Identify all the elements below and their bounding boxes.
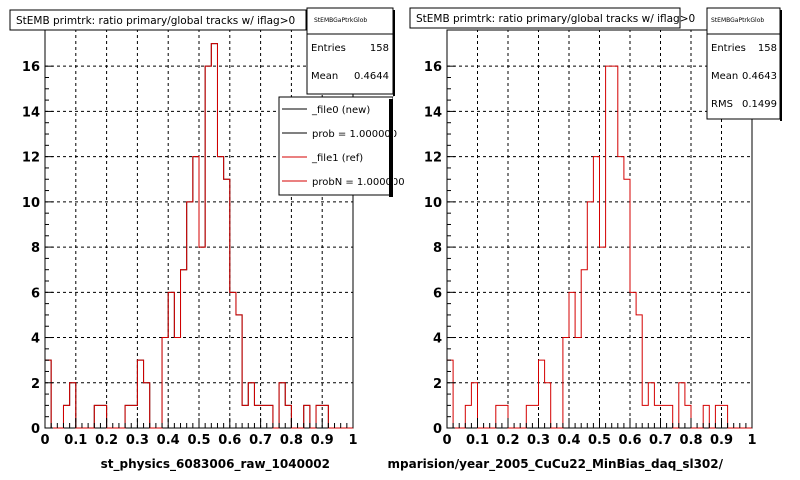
right-y-tick-label: 0	[433, 422, 442, 437]
right-stats-rms-value: 0.1499	[742, 99, 777, 110]
left-x-tick-label: 0.4	[157, 433, 180, 448]
right-x-tick-label: 0.7	[649, 433, 672, 448]
left-y-tick-label: 12	[22, 151, 40, 166]
left-chart-title: StEMB primtrk: ratio primary/global trac…	[16, 15, 295, 27]
right-stats-rms-label: RMS	[711, 99, 733, 110]
right-stats-entries-value: 158	[758, 43, 777, 54]
right-x-tick-label: 0.6	[618, 433, 641, 448]
left-x-tick-label: 0.6	[218, 433, 241, 448]
left-x-tick-label: 1	[348, 433, 357, 448]
right-stats-frame	[706, 7, 781, 120]
left-stats-entries-label: Entries	[311, 43, 346, 54]
right-stats-shadow	[780, 10, 782, 121]
right-series-0-histogram	[447, 65, 752, 429]
right-histogram-panel: StEMB primtrk: ratio primary/global trac…	[388, 7, 782, 472]
left-legend-frame	[278, 96, 394, 196]
right-y-tick-label: 4	[433, 332, 442, 347]
left-stats-shadow	[393, 10, 395, 96]
left-x-tick-label: 0.2	[95, 433, 118, 448]
left-stats-mean-value: 0.4644	[354, 71, 389, 82]
right-x-axis: 0 0.1 0.2 0.3 0.4 0.5 0.6 0.7 0.8 0.9 1	[442, 418, 757, 448]
left-legend: _file0 (new) prob = 1.000000 _file1 (ref…	[278, 96, 405, 197]
left-stats-frame	[306, 7, 394, 95]
right-x-tick-label: 1	[747, 433, 756, 448]
right-stats-header: StEMBGaPtrkGlob	[711, 17, 764, 24]
right-y-tick-label: 16	[424, 60, 442, 75]
right-stats-mean-value: 0.4643	[742, 71, 777, 82]
left-stats-header: StEMBGaPtrkGlob	[314, 17, 367, 24]
right-chart-title: StEMB primtrk: ratio primary/global trac…	[416, 13, 695, 25]
left-x-tick-label: 0.8	[280, 433, 303, 448]
left-y-tick-label: 2	[31, 377, 40, 392]
left-x-tick-label: 0.9	[311, 433, 334, 448]
left-x-tick-label: 0.3	[126, 433, 149, 448]
legend-label-prob: prob = 1.000000	[312, 129, 397, 140]
right-x-tick-label: 0.8	[679, 433, 702, 448]
right-x-tick-label: 0	[442, 433, 451, 448]
left-x-axis-label: st_physics_6083006_raw_1040002	[101, 457, 330, 472]
left-x-axis: 0 0.1 0.2 0.3 0.4 0.5 0.6 0.7 0.8 0.9 1	[40, 418, 358, 448]
right-stats-mean-label: Mean	[711, 71, 738, 82]
right-x-tick-label: 0.5	[588, 433, 611, 448]
left-histogram-panel: StEMB primtrk: ratio primary/global trac…	[9, 7, 405, 472]
legend-label-file0: _file0 (new)	[311, 105, 370, 116]
left-y-tick-label: 8	[31, 241, 40, 256]
right-series-group	[447, 65, 752, 429]
right-y-tick-label: 10	[424, 196, 442, 211]
left-stats-entries-value: 158	[370, 43, 389, 54]
left-y-tick-label: 10	[22, 196, 40, 211]
left-legend-shadow	[389, 99, 393, 197]
right-x-tick-label: 0.4	[557, 433, 580, 448]
left-x-tick-label: 0.5	[187, 433, 210, 448]
legend-label-file1: _file1 (ref)	[311, 153, 363, 164]
right-y-tick-label: 12	[424, 151, 442, 166]
right-x-tick-label: 0.2	[496, 433, 519, 448]
right-y-tick-label: 14	[424, 105, 442, 120]
right-y-tick-label: 8	[433, 241, 442, 256]
left-x-tick-label: 0.1	[64, 433, 87, 448]
left-x-tick-label: 0.7	[249, 433, 272, 448]
left-stats-box: StEMBGaPtrkGlob Entries 158 Mean 0.4644	[306, 7, 395, 96]
right-x-tick-label: 0.1	[466, 433, 489, 448]
right-y-axis: 0 2 4 6 8 10 12 14 16	[424, 60, 455, 437]
right-x-axis-label: mparision/year_2005_CuCu22_MinBias_daq_s…	[388, 457, 724, 472]
right-stats-box: StEMBGaPtrkGlob Entries 158 Mean 0.4643 …	[706, 7, 782, 121]
right-stats-entries-label: Entries	[711, 43, 746, 54]
left-y-tick-label: 16	[22, 60, 40, 75]
right-title-box	[409, 7, 681, 29]
right-y-tick-label: 6	[433, 286, 442, 301]
left-x-tick-label: 0	[40, 433, 49, 448]
right-x-tick-label: 0.3	[527, 433, 550, 448]
left-y-tick-label: 0	[31, 422, 40, 437]
left-y-tick-label: 14	[22, 105, 40, 120]
left-y-tick-label: 4	[31, 332, 40, 347]
right-y-tick-label: 2	[433, 377, 442, 392]
left-stats-mean-label: Mean	[311, 71, 338, 82]
right-x-tick-label: 0.9	[710, 433, 733, 448]
legend-label-probn: probN = 1.000000	[312, 177, 405, 188]
left-y-tick-label: 6	[31, 286, 40, 301]
left-y-axis: 0 2 4 6 8 10 12 14 16	[22, 60, 53, 437]
